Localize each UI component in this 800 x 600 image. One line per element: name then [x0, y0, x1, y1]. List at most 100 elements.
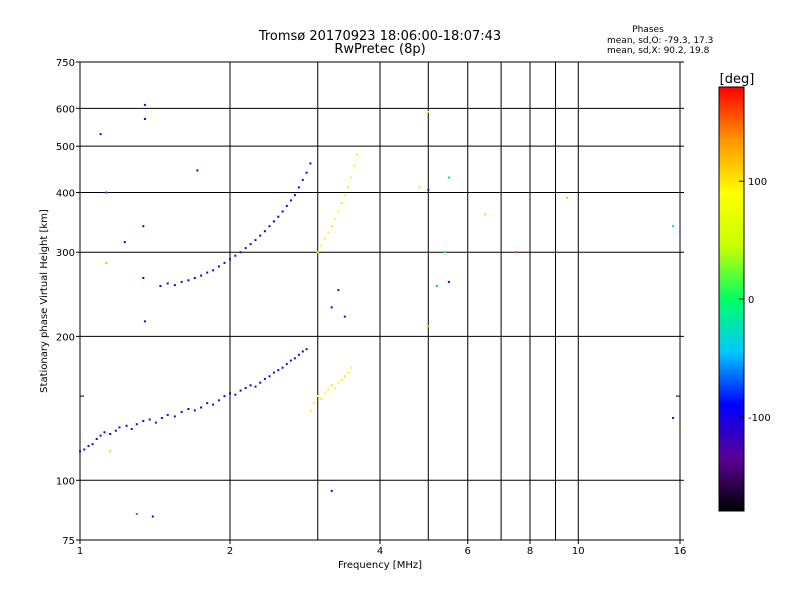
data-point — [173, 415, 176, 418]
data-point — [135, 423, 138, 426]
colorbar-tick-label: 100 — [748, 177, 767, 188]
data-point — [272, 220, 275, 223]
chart-title-line2: RwPretec (8p) — [334, 42, 425, 57]
data-point — [297, 353, 300, 356]
y-tick-label: 300 — [56, 248, 75, 259]
data-point — [268, 225, 271, 228]
y-tick-label: 75 — [62, 536, 75, 547]
x-tick-label: 6 — [465, 546, 471, 557]
x-tick-label: 4 — [377, 546, 383, 557]
data-point — [206, 271, 209, 274]
data-point — [515, 251, 517, 254]
data-point — [337, 210, 340, 213]
data-point — [151, 515, 154, 518]
data-point — [301, 350, 304, 353]
data-point — [293, 194, 296, 197]
data-point — [166, 282, 169, 285]
x-tick-label: 10 — [572, 546, 585, 557]
data-point — [212, 269, 215, 272]
x-tick-label: 16 — [674, 546, 687, 557]
data-point — [244, 387, 247, 389]
data-point — [223, 395, 226, 398]
data-point — [125, 424, 128, 427]
data-point — [99, 133, 102, 136]
data-point — [340, 379, 343, 382]
x-tick-label: 8 — [527, 546, 533, 557]
data-point — [239, 389, 242, 392]
data-point — [187, 408, 190, 410]
data-point — [281, 210, 284, 213]
data-point — [105, 191, 108, 194]
y-tick-label: 600 — [56, 104, 75, 115]
data-point — [289, 199, 292, 202]
data-point — [187, 279, 190, 282]
data-point — [130, 428, 133, 430]
y-tick-label: 400 — [56, 188, 75, 199]
data-point — [272, 371, 275, 374]
data-point — [95, 438, 98, 440]
data-point — [281, 366, 284, 369]
data-point — [239, 251, 242, 254]
data-point — [109, 450, 112, 453]
data-point — [196, 169, 199, 172]
data-point — [103, 431, 106, 434]
data-point — [200, 274, 203, 277]
data-point — [356, 153, 359, 156]
data-points — [79, 103, 675, 518]
data-point — [305, 171, 308, 174]
data-point — [443, 251, 446, 254]
data-point — [254, 385, 257, 388]
data-point — [277, 369, 280, 372]
data-point — [142, 225, 145, 228]
data-point — [229, 258, 231, 261]
data-point — [427, 110, 430, 113]
data-point — [83, 448, 86, 451]
data-point — [323, 237, 326, 240]
data-point — [285, 204, 288, 207]
data-point — [254, 239, 257, 242]
data-point — [159, 285, 162, 287]
data-point — [347, 186, 349, 189]
data-point — [334, 387, 337, 389]
data-point — [566, 196, 569, 199]
data-point — [327, 388, 330, 391]
y-tick-label: 200 — [56, 332, 75, 343]
data-point — [143, 320, 146, 323]
stats-o-mode: mean, sd,O: -79.3, 17.3 — [607, 36, 713, 46]
data-point — [353, 164, 356, 167]
data-point — [244, 247, 247, 250]
data-point — [263, 377, 266, 380]
data-point — [289, 359, 292, 362]
data-point — [142, 277, 145, 279]
data-point — [114, 429, 117, 432]
data-point — [293, 357, 296, 360]
stats-x-mode: mean, sd,X: 90.2, 19.8 — [607, 46, 710, 56]
data-point — [447, 280, 450, 283]
data-point — [277, 215, 280, 218]
colorbar-tick-label: 0 — [748, 295, 754, 306]
data-point — [484, 213, 487, 216]
data-point — [337, 381, 340, 384]
colorbar-label: [deg] — [720, 72, 755, 87]
data-point — [79, 450, 81, 453]
data-point — [435, 285, 438, 287]
data-point — [234, 254, 237, 257]
data-point — [330, 489, 333, 492]
y-tick-labels: 75 100 200 300 400 500 600 750 — [56, 58, 75, 547]
data-point — [173, 284, 176, 287]
data-point — [87, 444, 90, 447]
data-point — [217, 265, 220, 268]
x-tick-labels: 1 2 4 6 8 10 16 — [77, 546, 687, 557]
data-point — [337, 289, 340, 292]
data-point — [249, 243, 252, 246]
data-point — [343, 375, 346, 378]
colorbar-ticks: -100 0 100 — [739, 177, 771, 424]
data-point — [166, 413, 169, 416]
data-point — [123, 241, 126, 244]
y-axis-label: Stationary phase Virtual Height [km] — [39, 209, 50, 393]
data-point — [305, 348, 308, 351]
data-point — [99, 434, 102, 437]
data-point — [343, 315, 346, 318]
data-point — [427, 325, 430, 328]
y-tick-label: 750 — [56, 58, 75, 69]
